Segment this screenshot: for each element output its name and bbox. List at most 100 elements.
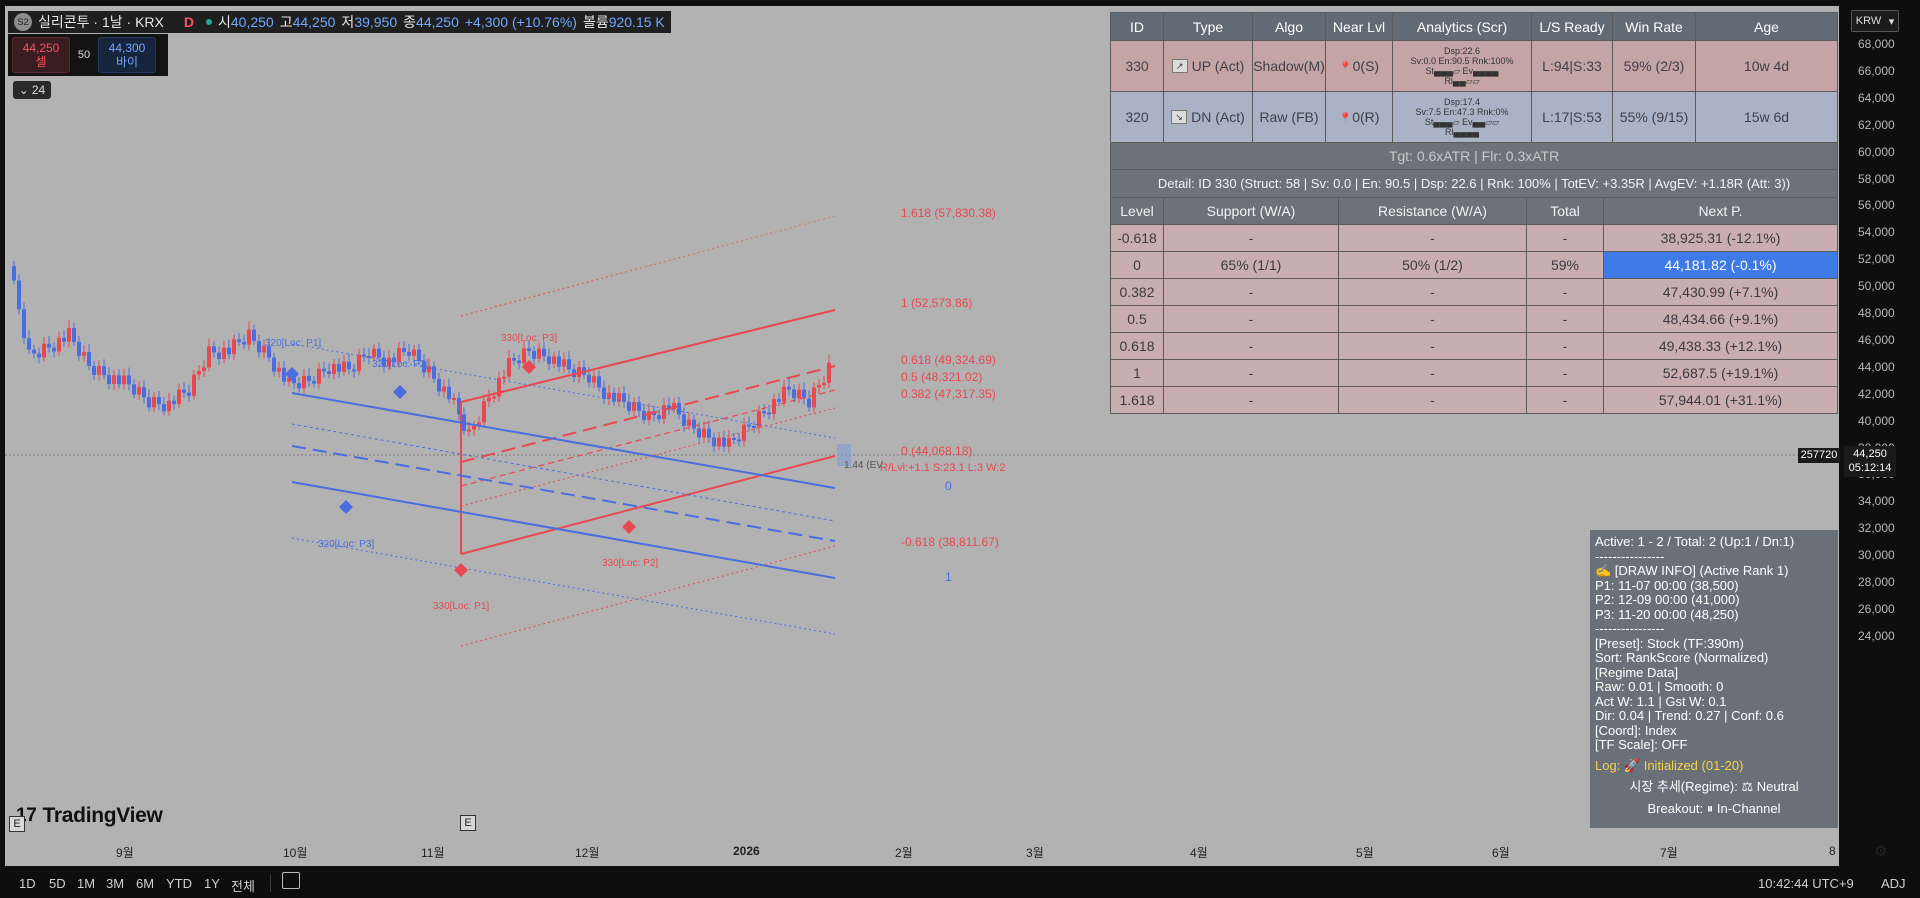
- candle-body: [327, 371, 331, 374]
- candle-body: [807, 398, 811, 408]
- level-value: 0: [1110, 251, 1164, 279]
- table-row[interactable]: 330 ↗ UP (Act) Shadow(M) 📍0(S) Dsp:22.6 S…: [1110, 40, 1838, 92]
- range-button[interactable]: 1M: [77, 876, 96, 891]
- candle-body: [597, 376, 601, 388]
- candle-body: [137, 387, 141, 395]
- row-age: 15w 6d: [1695, 91, 1838, 143]
- clock[interactable]: 10:42:44 UTC+9: [1758, 876, 1854, 891]
- total-value: -: [1526, 359, 1604, 387]
- candle-body: [792, 389, 796, 399]
- range-button[interactable]: 6M: [136, 876, 155, 891]
- level-row[interactable]: 1- - -52,687.5 (+19.1%): [1110, 359, 1838, 387]
- candle-body: [437, 378, 441, 392]
- col-ls-ready: L/S Ready: [1531, 12, 1613, 41]
- candle-body: [162, 404, 166, 412]
- collapse-indicators-button[interactable]: ⌄ 24: [13, 81, 51, 99]
- pivot-diamond: [285, 367, 299, 381]
- level-row[interactable]: 0 65% (1/1) 50% (1/2) 59% 44,181.82 (-0.1%): [1110, 251, 1838, 279]
- buy-price: 44,300: [108, 41, 146, 55]
- candle-body: [262, 346, 266, 353]
- currency-code: KRW: [1855, 15, 1882, 27]
- sell-button[interactable]: 44,250 셀: [12, 37, 70, 73]
- analytics-dsp: Dsp:17.4: [1443, 97, 1481, 107]
- target-row: Tgt: 0.6xATR | Flr: 0.3xATR: [1110, 142, 1838, 170]
- trend-down-icon: ↘: [1171, 110, 1188, 124]
- table-row[interactable]: 320 ↘ DN (Act) Raw (FB) 📍0(R) Dsp:17.4 Sv…: [1110, 91, 1838, 143]
- buy-button[interactable]: 44,300 바이: [98, 37, 156, 73]
- range-button[interactable]: YTD: [166, 876, 192, 891]
- info-line: ✍ [DRAW INFO] (Active Rank 1): [1595, 563, 1789, 578]
- gear-icon[interactable]: ⚙: [1874, 843, 1888, 860]
- next-price-value: 44,181.82 (-0.1%): [1603, 251, 1838, 279]
- candle-body: [432, 366, 436, 379]
- candle-body: [452, 398, 456, 400]
- range-button[interactable]: 1Y: [204, 876, 220, 891]
- level-value: 0.5: [1110, 305, 1164, 333]
- adj-toggle[interactable]: ADJ: [1881, 876, 1906, 891]
- level-row[interactable]: 0.618- - -49,438.33 (+12.1%): [1110, 332, 1838, 360]
- range-button[interactable]: 5D: [49, 876, 66, 891]
- pivot-label: 330[Loc: P1]: [433, 601, 489, 612]
- price-tick-label: 26,000: [1858, 601, 1895, 616]
- total-value: 59%: [1526, 251, 1604, 279]
- candle-body: [767, 412, 771, 415]
- row-algo: Shadow(M): [1252, 40, 1326, 92]
- candle-body: [32, 349, 36, 354]
- candle-body: [287, 378, 291, 382]
- level-row[interactable]: 0.382- - -47,430.99 (+7.1%): [1110, 278, 1838, 306]
- level-row[interactable]: 1.618- - -57,944.01 (+31.1%): [1110, 386, 1838, 414]
- col-id: ID: [1110, 12, 1164, 41]
- candle-body: [357, 354, 361, 371]
- up-channel-upper: [460, 309, 836, 403]
- info-line: [TF Scale]: OFF: [1595, 737, 1688, 752]
- earnings-event-marker[interactable]: E: [9, 816, 25, 832]
- levels-header-row: Level Support (W/A) Resistance (W/A) Tot…: [1110, 197, 1838, 225]
- next-price-value: 47,430.99 (+7.1%): [1603, 278, 1838, 306]
- total-value: -: [1526, 386, 1604, 414]
- col-resistance: Resistance (W/A): [1338, 197, 1527, 225]
- total-value: -: [1526, 305, 1604, 333]
- goto-date-icon[interactable]: [282, 872, 300, 889]
- col-algo: Algo: [1252, 12, 1326, 41]
- range-button[interactable]: 3M: [106, 876, 125, 891]
- candle-body: [812, 387, 816, 408]
- range-button[interactable]: 전체: [231, 879, 255, 894]
- symbol-legend[interactable]: S2 실리콘투 · 1날 · KRX D 시40,250 고44,250 저39…: [8, 11, 671, 33]
- candle-body: [182, 389, 186, 393]
- candle-body: [497, 377, 501, 397]
- fib-level-label: 0 (44,068.18): [901, 444, 972, 458]
- symbol-name[interactable]: 실리콘투 · 1날 · KRX: [38, 14, 164, 30]
- earnings-event-marker[interactable]: E: [460, 815, 476, 831]
- candle-body: [467, 429, 471, 432]
- row-algo: Raw (FB): [1252, 91, 1326, 143]
- candle-body: [392, 357, 396, 362]
- candle-body: [447, 386, 451, 400]
- change-value: +4,300 (+10.76%): [464, 14, 577, 30]
- range-button[interactable]: 1D: [19, 876, 36, 891]
- level-row[interactable]: 0.5- - -48,434.66 (+9.1%): [1110, 305, 1838, 333]
- candle-body: [602, 387, 606, 399]
- candle-body: [67, 328, 71, 342]
- tradingview-logo[interactable]: 17 TradingView: [16, 804, 163, 828]
- candle-body: [47, 343, 51, 348]
- pivot-label: 320[Loc: P3]: [318, 539, 374, 550]
- candle-body: [552, 356, 556, 364]
- down-channel-upper: [291, 392, 836, 489]
- analytics-table: ID Type Algo Near Lvl Analytics (Scr) L/…: [1110, 12, 1838, 198]
- candle-body: [197, 371, 201, 375]
- time-tick-label: 6월: [1492, 846, 1510, 860]
- price-chart[interactable]: 1.618 (57,830.38) 1 (52,573.86) 0.618 (49,…: [5, 6, 1839, 866]
- candle-body: [307, 375, 311, 381]
- candle-body: [212, 346, 216, 353]
- col-type: Type: [1163, 12, 1253, 41]
- up-channel-mid: [460, 365, 836, 463]
- info-line: Raw: 0.01 | Smooth: 0: [1595, 679, 1724, 694]
- down-channel-ext: [291, 537, 836, 635]
- price-tick-label: 46,000: [1858, 332, 1895, 347]
- level-row[interactable]: -0.618- - -38,925.31 (-12.1%): [1110, 224, 1838, 252]
- chevron-down-icon: ▾: [1888, 15, 1895, 28]
- candle-body: [362, 354, 366, 357]
- currency-select[interactable]: KRW ▾: [1851, 10, 1899, 32]
- row-win-rate: 55% (9/15): [1612, 91, 1696, 143]
